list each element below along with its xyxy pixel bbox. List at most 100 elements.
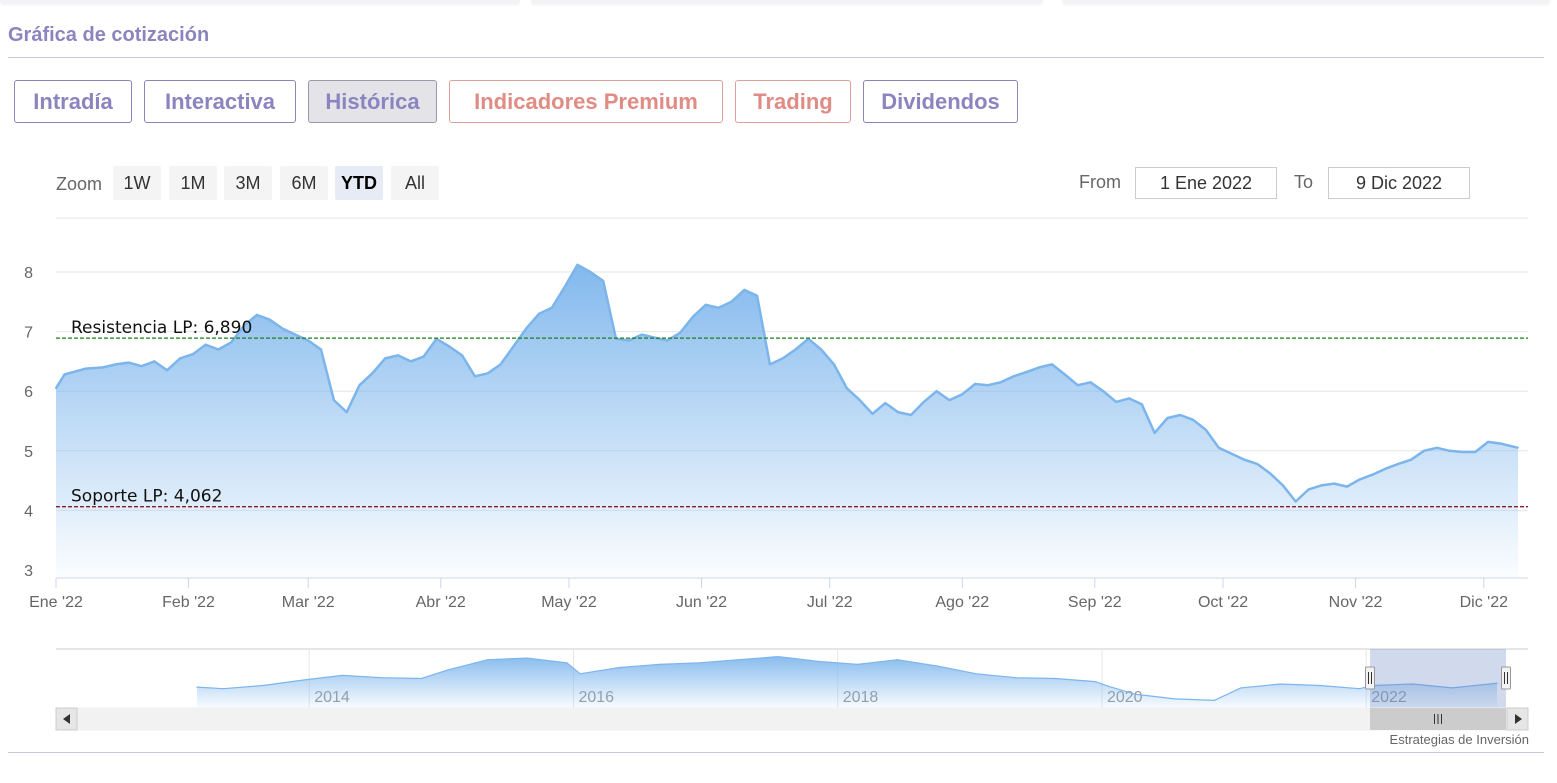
range-to-label: To	[1294, 172, 1314, 192]
price-point	[55, 387, 57, 390]
price-point	[589, 271, 592, 273]
resistance-label: Resistencia LP: 6,890	[71, 318, 252, 338]
navigator-left-handle[interactable]	[1365, 666, 1375, 690]
price-point	[743, 289, 746, 291]
price-point	[1012, 375, 1015, 378]
price-point	[1064, 373, 1066, 376]
price-point	[730, 300, 733, 303]
price-point	[1230, 452, 1233, 455]
navigator-point	[1055, 677, 1057, 680]
price-point	[114, 363, 117, 366]
section-title: Gráfica de cotización	[8, 24, 210, 46]
price-point	[974, 383, 976, 385]
price-point	[1487, 441, 1489, 443]
range-to-input[interactable]: 9 Dic 2022	[1328, 167, 1470, 199]
y-tick-label: 8	[24, 265, 33, 282]
price-point	[102, 366, 104, 369]
price-point	[1269, 472, 1271, 475]
price-point	[140, 365, 143, 368]
x-tick-label: Ago '22	[935, 594, 989, 611]
scrollbar-track[interactable]	[55, 707, 1529, 731]
navigator-point	[420, 677, 423, 680]
price-point	[1320, 484, 1323, 487]
price-point	[602, 280, 605, 282]
price-point	[961, 393, 964, 396]
price-point	[1517, 446, 1519, 449]
tab-interactiva[interactable]: Interactiva	[144, 80, 296, 123]
scroll-left-button[interactable]	[55, 707, 78, 731]
price-point	[563, 286, 566, 288]
price-point	[320, 348, 322, 351]
zoom-1w-button[interactable]: 1W	[113, 166, 161, 200]
price-point	[692, 315, 694, 318]
price-point	[281, 327, 284, 330]
price-point	[256, 314, 258, 316]
price-point	[333, 399, 335, 401]
top-card-edge	[1062, 0, 1550, 4]
scroll-right-button[interactable]	[1506, 707, 1529, 731]
tab-intradia[interactable]: Intradía	[14, 80, 132, 123]
price-point	[474, 375, 476, 378]
x-tick-label: Abr '22	[416, 594, 466, 611]
tab-indicadores-premium[interactable]: Indicadores Premium	[449, 80, 723, 123]
price-point	[448, 345, 451, 348]
zoom-3m-button[interactable]: 3M	[224, 166, 272, 200]
price-point	[576, 263, 579, 266]
zoom-ytd-button[interactable]: YTD	[335, 166, 383, 200]
navigator-point	[975, 673, 978, 675]
price-point	[756, 294, 758, 297]
price-point	[704, 303, 707, 306]
price-point	[243, 324, 246, 327]
tab-historica[interactable]: Histórica	[308, 80, 437, 123]
x-tick-label: May '22	[541, 594, 597, 611]
x-tick-label: Sep '22	[1068, 594, 1122, 611]
price-point	[371, 372, 374, 375]
price-point	[72, 371, 74, 373]
price-point	[307, 339, 310, 342]
y-tick-label: 7	[24, 325, 33, 342]
price-point	[1423, 449, 1425, 452]
x-tick-label: Oct '22	[1198, 594, 1248, 611]
price-point	[191, 353, 194, 356]
zoom-all-button[interactable]: All	[391, 166, 439, 200]
price-point	[1371, 473, 1374, 476]
price-point	[1179, 414, 1182, 416]
price-point	[294, 333, 297, 336]
navigator-point	[738, 659, 740, 661]
navigator-point	[1094, 681, 1096, 683]
tab-dividendos[interactable]: Dividendos	[863, 80, 1018, 123]
top-card-edge	[0, 0, 520, 4]
navigator-selection[interactable]	[1370, 649, 1506, 708]
price-point	[1384, 467, 1387, 470]
arrow-right-icon	[1515, 714, 1522, 724]
zoom-6m-button[interactable]: 6M	[280, 166, 328, 200]
tab-trading[interactable]: Trading	[735, 80, 851, 123]
price-point	[884, 402, 887, 404]
navigator-point	[1411, 683, 1413, 685]
navigator-point	[1279, 683, 1281, 685]
range-from-input[interactable]: 1 Ene 2022	[1135, 167, 1277, 199]
navigator-point	[579, 673, 581, 675]
navigator-point	[487, 659, 489, 661]
navigator-point	[302, 679, 304, 681]
price-point	[910, 414, 912, 416]
navigator-point	[526, 657, 528, 659]
price-point	[987, 384, 989, 387]
price-point	[127, 361, 130, 364]
price-point	[897, 411, 899, 413]
navigator-point	[817, 660, 819, 662]
navigator-point	[1213, 699, 1215, 702]
navigator-right-handle[interactable]	[1501, 666, 1511, 690]
navigator-point	[196, 686, 198, 688]
price-point	[1128, 397, 1130, 400]
navigator-point	[619, 666, 621, 669]
title-divider	[8, 57, 1544, 58]
zoom-1m-button[interactable]: 1M	[169, 166, 217, 200]
price-point	[179, 357, 181, 360]
price-point	[1448, 449, 1451, 452]
price-point	[794, 348, 797, 351]
price-point	[1307, 488, 1310, 491]
y-tick-label: 6	[24, 384, 33, 401]
price-point	[486, 372, 489, 375]
